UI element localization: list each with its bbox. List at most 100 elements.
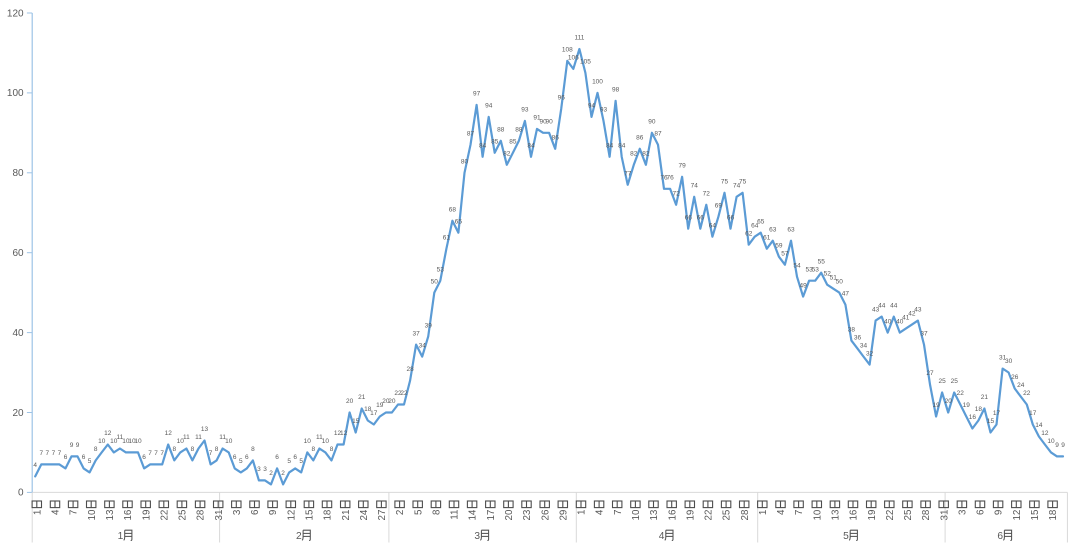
svg-text:4: 4	[659, 531, 665, 542]
svg-text:28: 28	[196, 509, 207, 520]
svg-text:93: 93	[600, 107, 608, 114]
svg-text:10: 10	[87, 509, 98, 520]
svg-text:10: 10	[98, 438, 106, 445]
svg-text:8: 8	[94, 446, 98, 453]
svg-text:106: 106	[568, 55, 579, 62]
svg-text:28: 28	[740, 509, 751, 520]
svg-text:10: 10	[304, 438, 312, 445]
svg-text:19: 19	[376, 402, 384, 409]
svg-text:64: 64	[709, 222, 717, 229]
svg-text:66: 66	[697, 214, 705, 221]
svg-text:3: 3	[257, 466, 261, 473]
svg-text:20: 20	[382, 398, 390, 405]
svg-text:41: 41	[902, 314, 910, 321]
svg-text:3: 3	[958, 509, 969, 515]
svg-text:86: 86	[636, 135, 644, 142]
svg-text:93: 93	[521, 107, 529, 114]
svg-text:12: 12	[1041, 430, 1049, 437]
svg-text:12: 12	[334, 430, 342, 437]
svg-text:53: 53	[437, 266, 445, 273]
svg-text:14: 14	[468, 509, 479, 520]
svg-text:4: 4	[33, 462, 37, 469]
svg-text:6: 6	[245, 454, 249, 461]
svg-text:29: 29	[558, 510, 569, 521]
svg-text:7: 7	[45, 450, 49, 457]
svg-text:10: 10	[322, 438, 330, 445]
svg-text:6: 6	[275, 454, 279, 461]
svg-text:8: 8	[215, 446, 219, 453]
svg-text:7: 7	[209, 450, 213, 457]
svg-text:11: 11	[183, 434, 190, 441]
svg-text:19: 19	[867, 510, 878, 521]
svg-text:0: 0	[18, 488, 24, 499]
svg-text:19: 19	[932, 402, 940, 409]
svg-text:4: 4	[51, 509, 62, 515]
svg-text:11: 11	[195, 434, 202, 441]
svg-text:22: 22	[885, 510, 896, 521]
svg-text:9: 9	[70, 442, 74, 449]
svg-text:31: 31	[939, 510, 950, 521]
svg-text:25: 25	[903, 509, 914, 520]
svg-text:111: 111	[574, 35, 584, 42]
svg-text:40: 40	[884, 318, 892, 325]
svg-text:105: 105	[580, 59, 591, 66]
svg-text:7: 7	[148, 450, 152, 457]
svg-text:25: 25	[178, 509, 189, 520]
svg-text:72: 72	[672, 191, 680, 198]
svg-text:54: 54	[793, 262, 801, 269]
svg-text:10: 10	[225, 438, 233, 445]
svg-text:74: 74	[733, 183, 741, 190]
svg-text:36: 36	[854, 334, 862, 341]
svg-text:10: 10	[177, 438, 185, 445]
svg-text:19: 19	[141, 510, 152, 521]
svg-text:7: 7	[58, 450, 62, 457]
svg-text:94: 94	[485, 103, 493, 110]
svg-text:15: 15	[987, 418, 995, 425]
svg-text:23: 23	[522, 509, 533, 520]
svg-text:52: 52	[824, 270, 832, 277]
svg-text:15: 15	[352, 418, 360, 425]
svg-text:63: 63	[787, 226, 795, 233]
svg-text:20: 20	[945, 398, 953, 405]
svg-text:27: 27	[377, 510, 388, 521]
svg-text:69: 69	[715, 202, 723, 209]
svg-text:53: 53	[805, 266, 813, 273]
svg-text:8: 8	[191, 446, 195, 453]
svg-text:2: 2	[395, 510, 406, 515]
svg-text:20: 20	[12, 408, 24, 419]
svg-text:13: 13	[649, 509, 660, 520]
svg-text:28: 28	[406, 366, 414, 373]
svg-text:20: 20	[388, 398, 396, 405]
svg-text:27: 27	[926, 370, 934, 377]
svg-text:90: 90	[539, 119, 547, 126]
svg-text:10: 10	[134, 438, 142, 445]
svg-text:94: 94	[588, 103, 596, 110]
svg-text:66: 66	[727, 214, 735, 221]
svg-text:25: 25	[722, 509, 733, 520]
svg-text:6: 6	[976, 509, 987, 515]
svg-text:61: 61	[443, 234, 451, 241]
svg-text:22: 22	[394, 390, 402, 397]
svg-text:9: 9	[1061, 442, 1065, 449]
svg-text:1: 1	[118, 531, 124, 542]
svg-text:24: 24	[359, 509, 370, 520]
svg-text:5: 5	[287, 458, 291, 465]
svg-text:8: 8	[432, 509, 443, 515]
svg-text:16: 16	[969, 414, 977, 421]
svg-text:7: 7	[39, 450, 43, 457]
svg-text:44: 44	[890, 302, 898, 309]
svg-text:84: 84	[527, 143, 535, 150]
svg-text:9: 9	[268, 510, 279, 515]
svg-text:5: 5	[413, 509, 424, 515]
svg-text:65: 65	[455, 218, 463, 225]
svg-text:65: 65	[757, 218, 765, 225]
svg-text:88: 88	[497, 127, 505, 134]
svg-text:76: 76	[660, 175, 668, 182]
svg-text:59: 59	[775, 242, 783, 249]
svg-text:108: 108	[562, 47, 573, 54]
svg-text:42: 42	[908, 310, 916, 317]
svg-text:7: 7	[154, 450, 158, 457]
svg-text:75: 75	[721, 179, 729, 186]
svg-text:21: 21	[981, 394, 989, 401]
svg-text:66: 66	[685, 214, 693, 221]
